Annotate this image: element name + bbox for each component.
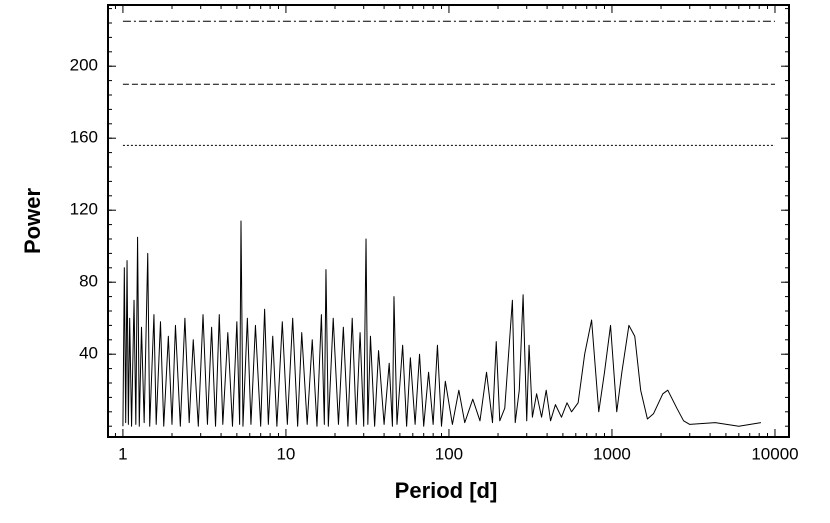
x-tick-label: 1 bbox=[118, 444, 127, 463]
plot-frame bbox=[107, 4, 790, 438]
y-tick-label: 120 bbox=[70, 200, 98, 219]
y-tick-label: 200 bbox=[70, 56, 98, 75]
x-tick-label: 100 bbox=[435, 444, 463, 463]
x-axis-label: Period [d] bbox=[395, 478, 498, 503]
y-tick-label: 160 bbox=[70, 128, 98, 147]
x-tick-label: 1000 bbox=[593, 444, 631, 463]
y-tick-label: 40 bbox=[79, 344, 98, 363]
x-tick-label: 10 bbox=[276, 444, 295, 463]
periodogram-line bbox=[122, 220, 762, 427]
y-axis-label: Power bbox=[20, 188, 45, 254]
y-tick-label: 80 bbox=[79, 272, 98, 291]
x-tick-label: 10000 bbox=[751, 444, 798, 463]
